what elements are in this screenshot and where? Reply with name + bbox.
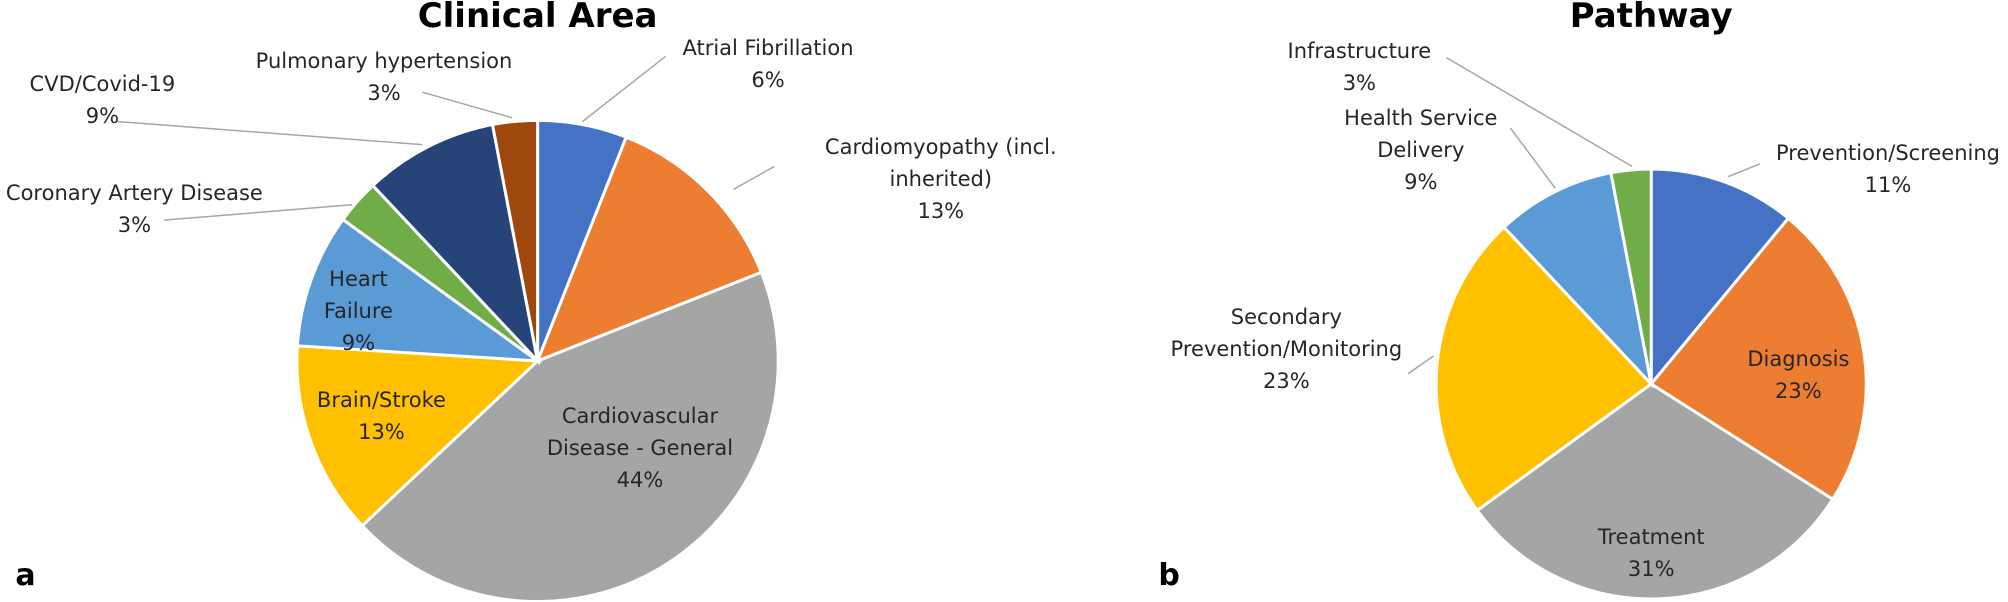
- category-name: Brain/Stroke: [316, 388, 446, 412]
- chart-title: Pathway: [1570, 0, 1733, 36]
- slice-label: Secondary Prevention/Monitoring 23%: [1139, 301, 1433, 397]
- value-label: 3%: [1342, 70, 1377, 95]
- value-label: 3%: [117, 212, 152, 237]
- slice-label: Atrial Fibrillation 6%: [640, 32, 896, 96]
- slice-label: Pulmonary hypertension 3%: [230, 45, 537, 109]
- pie-slice: [1434, 225, 1654, 513]
- leader-line: [1446, 56, 1633, 168]
- category-name: Heart Failure: [323, 267, 393, 324]
- pie-slice: [360, 270, 780, 602]
- panel-letter: a: [15, 558, 36, 593]
- category-name: CVD/Covid-19: [29, 71, 176, 96]
- pie-slice: [490, 118, 540, 362]
- pie-slice: [1475, 382, 1835, 601]
- leader-line: [163, 204, 353, 221]
- slice-label: CVD/Covid-19 9%: [6, 68, 198, 132]
- category-name: Treatment: [1597, 524, 1705, 549]
- category-name: Pulmonary hypertension: [255, 48, 513, 73]
- pie-slice: [1609, 167, 1653, 385]
- panel-letter: b: [1158, 558, 1180, 593]
- category-name: Health Service Delivery: [1344, 105, 1498, 162]
- chart-title: Clinical Area: [418, 0, 658, 36]
- pie-slice: [295, 217, 543, 363]
- leader-line: [1407, 355, 1435, 375]
- leader-line: [733, 165, 775, 191]
- slice-label: Brain/Stroke 13%: [298, 384, 464, 448]
- category-name: Atrial Fibrillation: [682, 36, 854, 60]
- category-name: Infrastructure: [1287, 38, 1432, 63]
- title-text: Clinical Area: [417, 0, 658, 36]
- slice-label: Cardiovascular Disease - General 44%: [531, 400, 749, 496]
- slice-label: Cardiomyopathy (incl. inherited) 13%: [819, 131, 1062, 227]
- value-label: 23%: [1775, 379, 1822, 404]
- value-label: 23%: [1263, 369, 1310, 394]
- panel-label: b: [1158, 558, 1179, 593]
- value-label: 3%: [367, 80, 401, 105]
- slice-label: Coronary Artery Disease 3%: [0, 177, 282, 241]
- pie-slice: [370, 122, 541, 366]
- value-label: 6%: [751, 68, 785, 92]
- slice-label: Treatment 31%: [1574, 521, 1728, 585]
- value-label: 11%: [1864, 172, 1912, 197]
- value-label: 31%: [1627, 556, 1675, 581]
- value-label: 13%: [917, 199, 965, 224]
- value-label: 44%: [616, 468, 664, 492]
- category-name: Cardiovascular Disease - General: [546, 404, 734, 460]
- leader-line: [1509, 127, 1556, 189]
- pie-slice: [1501, 171, 1654, 389]
- category-name: Diagnosis: [1747, 347, 1850, 372]
- title-text: Pathway: [1569, 0, 1733, 36]
- slice-label: Diagnosis 23%: [1722, 343, 1876, 407]
- pie-slice: [295, 344, 542, 528]
- leader-line: [117, 120, 423, 146]
- category-name: Coronary Artery Disease: [5, 180, 263, 205]
- panel-label: a: [15, 558, 35, 593]
- slice-label: Prevention/Screening 11%: [1760, 137, 2008, 201]
- slice-label: Heart Failure 9%: [314, 263, 404, 359]
- pie-slice: [1649, 167, 1791, 389]
- value-label: 9%: [341, 331, 376, 356]
- leader-line: [1727, 163, 1761, 178]
- leader-line: [422, 91, 513, 119]
- category-name: Prevention/Screening: [1775, 140, 2001, 165]
- value-label: 13%: [358, 420, 405, 444]
- category-name: Cardiomyopathy (incl. inherited): [824, 135, 1057, 192]
- value-label: 9%: [1404, 169, 1438, 194]
- value-label: 9%: [85, 103, 120, 128]
- slice-label: Infrastructure 3%: [1257, 35, 1462, 99]
- category-name: Secondary Prevention/Monitoring: [1170, 305, 1403, 362]
- leader-line: [581, 55, 667, 123]
- pie-slice: [1648, 216, 1868, 502]
- pie-slice: [534, 135, 764, 364]
- slice-label: Health Service Delivery 9%: [1331, 102, 1510, 198]
